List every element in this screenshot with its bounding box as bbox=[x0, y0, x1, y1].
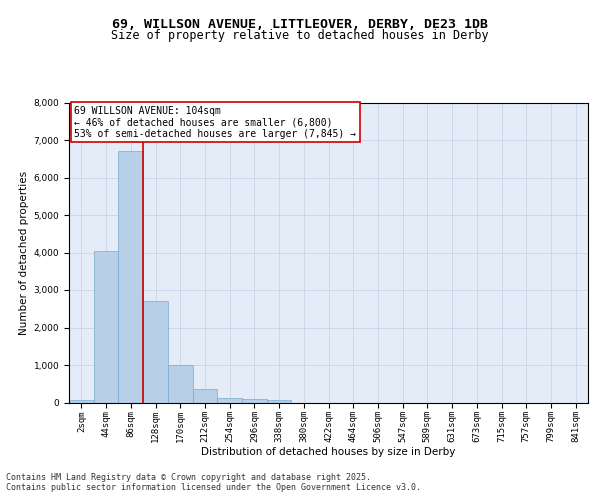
Bar bbox=[94, 250, 118, 402]
Text: Contains HM Land Registry data © Crown copyright and database right 2025.: Contains HM Land Registry data © Crown c… bbox=[6, 472, 371, 482]
Bar bbox=[217, 398, 242, 402]
Bar bbox=[242, 399, 267, 402]
Bar bbox=[193, 389, 217, 402]
Y-axis label: Number of detached properties: Number of detached properties bbox=[19, 170, 29, 334]
X-axis label: Distribution of detached houses by size in Derby: Distribution of detached houses by size … bbox=[202, 446, 455, 456]
Bar bbox=[69, 400, 94, 402]
Text: Contains public sector information licensed under the Open Government Licence v3: Contains public sector information licen… bbox=[6, 484, 421, 492]
Text: Size of property relative to detached houses in Derby: Size of property relative to detached ho… bbox=[111, 28, 489, 42]
Bar bbox=[118, 152, 143, 402]
Bar bbox=[143, 301, 168, 402]
Text: 69 WILLSON AVENUE: 104sqm
← 46% of detached houses are smaller (6,800)
53% of se: 69 WILLSON AVENUE: 104sqm ← 46% of detac… bbox=[74, 106, 356, 138]
Bar bbox=[267, 400, 292, 402]
Bar bbox=[168, 365, 193, 403]
Text: 69, WILLSON AVENUE, LITTLEOVER, DERBY, DE23 1DB: 69, WILLSON AVENUE, LITTLEOVER, DERBY, D… bbox=[112, 18, 488, 30]
